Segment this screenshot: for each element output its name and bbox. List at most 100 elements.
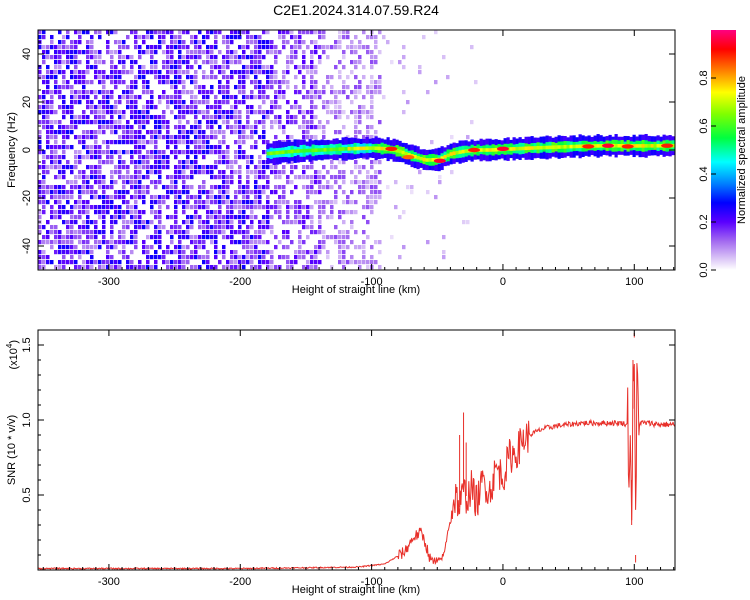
- spectrogram-noise-cell: [190, 50, 194, 55]
- spectrogram-noise-cell: [242, 265, 246, 270]
- spectrogram-noise-cell: [162, 95, 166, 100]
- spectrogram-noise-cell: [166, 130, 170, 135]
- spectrogram-noise-cell: [246, 115, 250, 120]
- spectrogram-noise-cell: [186, 150, 190, 155]
- spectrogram-noise-cell: [378, 180, 382, 185]
- spectrogram-noise-cell: [342, 240, 346, 245]
- spectrogram-noise-cell: [202, 235, 206, 240]
- spectrogram-noise-cell: [54, 175, 58, 180]
- spectrogram-noise-cell: [322, 245, 326, 250]
- spectrogram-noise-cell: [122, 40, 126, 45]
- spectrogram-noise-cell: [138, 35, 142, 40]
- spectrogram-noise-cell: [182, 180, 186, 185]
- spectrogram-noise-cell: [90, 50, 94, 55]
- spectrogram-noise-cell: [238, 30, 242, 35]
- spectrogram-noise-cell: [242, 45, 246, 50]
- snr-multiplier-exp: 4: [5, 343, 14, 348]
- spectrogram-noise-cell: [362, 185, 366, 190]
- spectrogram-noise-cell: [250, 55, 254, 60]
- colorbar-tick-label: 0.8: [698, 70, 710, 85]
- spectrogram-noise-cell: [250, 205, 254, 210]
- spectrogram-noise-cell: [98, 90, 102, 95]
- spectrogram-noise-cell: [342, 255, 346, 260]
- spectrogram-noise-cell: [234, 140, 238, 145]
- spectrogram-noise-cell: [154, 65, 158, 70]
- spectrogram-noise-cell: [306, 120, 310, 125]
- spectrogram-noise-cell: [262, 95, 266, 100]
- spectrogram-noise-cell: [378, 195, 382, 200]
- spectrogram-noise-cell: [226, 200, 230, 205]
- spectrogram-noise-cell: [266, 85, 270, 90]
- spectrogram-noise-cell: [178, 195, 182, 200]
- spectrogram-noise-cell: [210, 170, 214, 175]
- spectrogram-noise-cell: [158, 165, 162, 170]
- spectrogram-noise-cell: [370, 245, 374, 250]
- spectrogram-noise-cell: [62, 175, 66, 180]
- spectrogram-noise-cell: [246, 155, 250, 160]
- spectrogram-noise-cell: [70, 235, 74, 240]
- spectrogram-noise-cell: [238, 185, 242, 190]
- spectrogram-noise-cell: [258, 35, 262, 40]
- spectrogram-noise-cell: [134, 110, 138, 115]
- spectrogram-noise-cell: [290, 135, 294, 140]
- spectrogram-noise-cell: [158, 155, 162, 160]
- spectrogram-noise-cell: [114, 130, 118, 135]
- spectrogram-noise-cell: [142, 160, 146, 165]
- spectrogram-noise-cell: [98, 150, 102, 155]
- spectrogram-noise-cell: [114, 150, 118, 155]
- spectrogram-ridge-core: [284, 150, 288, 154]
- spectrogram-noise-cell: [106, 120, 110, 125]
- spectrogram-noise-cell: [310, 110, 314, 115]
- spectrogram-noise-cell: [362, 30, 366, 35]
- spectrogram-noise-cell: [70, 75, 74, 80]
- spectrogram-noise-cell: [198, 45, 202, 50]
- spectrogram-noise-cell: [74, 260, 78, 265]
- spectrogram-noise-cell: [62, 265, 66, 270]
- spectrogram-noise-cell: [346, 45, 350, 50]
- spectrogram-noise-cell: [70, 250, 74, 255]
- spectrogram-noise-cell: [302, 60, 306, 65]
- spectrogram-noise-cell: [162, 110, 166, 115]
- spectrogram-noise-cell: [250, 130, 254, 135]
- spectrogram-noise-cell: [38, 230, 42, 235]
- spectrogram-noise-cell: [98, 35, 102, 40]
- spectrogram-noise-cell: [98, 265, 102, 270]
- spectrogram-ridge-core: [539, 145, 543, 150]
- spectrogram-noise-cell: [230, 60, 234, 65]
- spectrogram-noise-cell: [58, 175, 62, 180]
- spectrogram-noise-cell: [222, 95, 226, 100]
- spectrogram-noise-cell: [226, 110, 230, 115]
- spectrogram-noise-cell: [298, 250, 302, 255]
- spectrogram-ridge-core: [395, 148, 399, 153]
- spectrogram-noise-cell: [94, 190, 98, 195]
- spectrogram-noise-cell: [98, 105, 102, 110]
- spectrogram-noise-cell: [222, 245, 226, 250]
- spectrogram-noise-cell: [130, 125, 134, 130]
- spectrogram-noise-cell: [242, 80, 246, 85]
- spectrogram-noise-cell: [150, 255, 154, 260]
- spectrogram-noise-cell: [118, 80, 122, 85]
- spectrogram-noise-cell: [274, 50, 278, 55]
- spectrogram-noise-cell: [290, 160, 294, 165]
- spectrogram-noise-cell: [142, 105, 146, 110]
- spectrogram-noise-cell: [74, 100, 78, 105]
- spectrogram-noise-cell: [134, 135, 138, 140]
- spectrogram-ridge-core: [413, 154, 417, 159]
- spectrogram-noise-cell: [374, 240, 378, 245]
- spectrogram-noise-cell: [246, 30, 250, 35]
- spectrogram-ridge-core: [614, 143, 618, 148]
- spectrogram-noise-cell: [190, 160, 194, 165]
- spectrogram-noise-cell: [82, 70, 86, 75]
- spectrogram-noise-cell: [230, 105, 234, 110]
- spectrogram-noise-cell: [298, 45, 302, 50]
- spectrogram-ridge-core: [452, 151, 456, 156]
- spectrogram-noise-cell: [42, 110, 46, 115]
- spectrogram-noise-cell: [238, 265, 242, 270]
- spectrogram-noise-cell: [118, 260, 122, 265]
- spectrogram-noise-cell: [290, 30, 294, 35]
- spectrogram-noise-cell: [114, 165, 118, 170]
- spectrogram-noise-cell: [174, 65, 178, 70]
- spectrogram-noise-cell: [142, 145, 146, 150]
- spectrogram-noise-cell: [322, 45, 326, 50]
- spectrogram-noise-cell: [206, 115, 210, 120]
